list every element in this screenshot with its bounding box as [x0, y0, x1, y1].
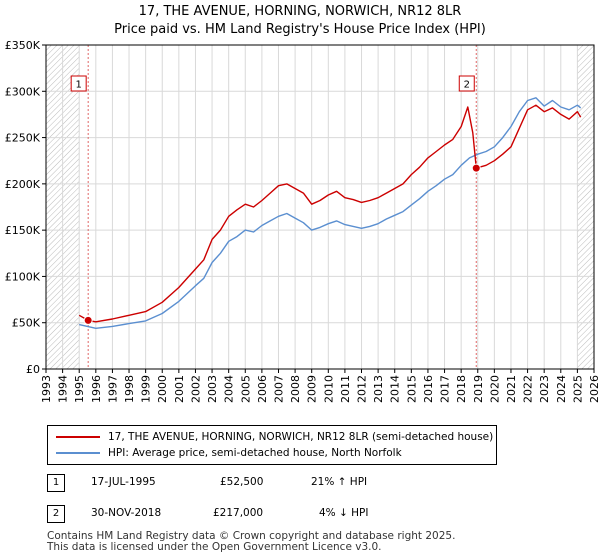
sale-hpi-1: 21% ↑ HPI — [311, 476, 368, 488]
y-tick-label: £300K — [5, 85, 41, 98]
x-tick-label: 2014 — [389, 375, 402, 403]
x-tick-label: 1998 — [123, 375, 136, 403]
sale-label-2: 2 — [464, 80, 470, 91]
sale-label-box-2 — [458, 75, 475, 92]
x-tick-label: 2015 — [405, 375, 418, 403]
x-tick-label: 2019 — [472, 375, 485, 403]
x-tick-label: 2026 — [588, 375, 600, 403]
x-tick-label: 2007 — [272, 375, 285, 403]
y-tick-label: £0 — [26, 363, 40, 376]
x-tick-label: 2003 — [206, 375, 219, 403]
x-tick-label: 2020 — [488, 375, 501, 403]
hatched-region-2 — [577, 45, 594, 369]
sale-price-1: £52,500 — [220, 476, 264, 488]
x-tick-label: 2017 — [439, 375, 452, 403]
x-tick-label: 1995 — [73, 375, 86, 403]
sale-label-1: 1 — [75, 80, 81, 91]
series-line-hpi — [79, 97, 582, 329]
x-tick-label: 2000 — [156, 375, 169, 403]
legend-item-hpi: HPI: Average price, semi-detached house,… — [56, 446, 402, 460]
x-tick-label: 2022 — [522, 375, 535, 403]
sale-date-2: 30-NOV-2018 — [91, 507, 162, 519]
x-tick-label: 2010 — [322, 375, 335, 403]
legend-item-property: 17, THE AVENUE, HORNING, NORWICH, NR12 8… — [56, 430, 493, 444]
x-tick-label: 2005 — [239, 375, 252, 403]
chart-title: 17, THE AVENUE, HORNING, NORWICH, NR12 8… — [138, 4, 462, 19]
y-tick-label: £350K — [5, 39, 41, 52]
x-tick-label: 2018 — [455, 375, 468, 403]
x-tick-label: 2009 — [306, 375, 319, 403]
x-tick-label: 2025 — [571, 375, 584, 403]
x-tick-label: 2023 — [538, 375, 551, 403]
x-tick-label: 2006 — [256, 375, 269, 403]
footer-line-2: This data is licensed under the Open Gov… — [47, 541, 382, 553]
y-tick-label: £250K — [5, 132, 41, 145]
footer-line-1: Contains HM Land Registry data © Crown c… — [47, 530, 456, 542]
x-tick-label: 1994 — [57, 375, 70, 403]
sale-label-box-1 — [70, 75, 87, 92]
sale-point-2 — [471, 163, 481, 173]
y-tick-label: £50K — [12, 317, 41, 330]
y-tick-label: £200K — [5, 178, 41, 191]
x-tick-label: 2011 — [339, 375, 352, 403]
x-tick-label: 2012 — [356, 375, 369, 403]
series-line-property — [78, 104, 582, 323]
legend-swatch-property — [56, 436, 100, 438]
sale-marker-2: 2 — [47, 505, 65, 523]
chart-plot: 1 2 £0 £50K £100K £150K £200K £250K £300K £350K 1… — [5, 39, 600, 403]
y-tick-label: £100K — [5, 270, 41, 283]
legend-swatch-hpi — [56, 452, 100, 454]
x-tick-label: 2024 — [555, 375, 568, 403]
sale-marker-1: 1 — [47, 474, 65, 492]
sale-price-2: £217,000 — [213, 507, 264, 519]
footer: Contains HM Land Registry data © Crown c… — [47, 531, 455, 553]
sale-point-1 — [83, 315, 93, 325]
chart-subtitle: Price paid vs. HM Land Registry's House … — [114, 22, 486, 37]
x-tick-label: 2013 — [372, 375, 385, 403]
sale-date-1: 17-JUL-1995 — [91, 476, 156, 488]
x-tick-label: 2002 — [189, 375, 202, 403]
sale-hpi-2: 4% ↓ HPI — [319, 507, 369, 519]
legend-label-property: 17, THE AVENUE, HORNING, NORWICH, NR12 8… — [108, 431, 494, 443]
x-tick-label: 1993 — [40, 375, 53, 403]
x-tick-label: 2008 — [289, 375, 302, 403]
x-tick-label: 2021 — [505, 375, 518, 403]
legend: 17, THE AVENUE, HORNING, NORWICH, NR12 8… — [47, 425, 497, 465]
x-tick-label: 1997 — [106, 375, 119, 403]
x-tick-label: 2004 — [223, 375, 236, 403]
plot-frame — [45, 44, 595, 370]
x-tick-label: 2001 — [173, 375, 186, 403]
plot-background — [46, 45, 594, 369]
x-tick-label: 1999 — [140, 375, 153, 403]
legend-label-hpi: HPI: Average price, semi-detached house,… — [108, 447, 402, 459]
y-tick-label: £150K — [5, 224, 41, 237]
x-tick-label: 2016 — [422, 375, 435, 403]
x-tick-label: 1996 — [90, 375, 103, 403]
